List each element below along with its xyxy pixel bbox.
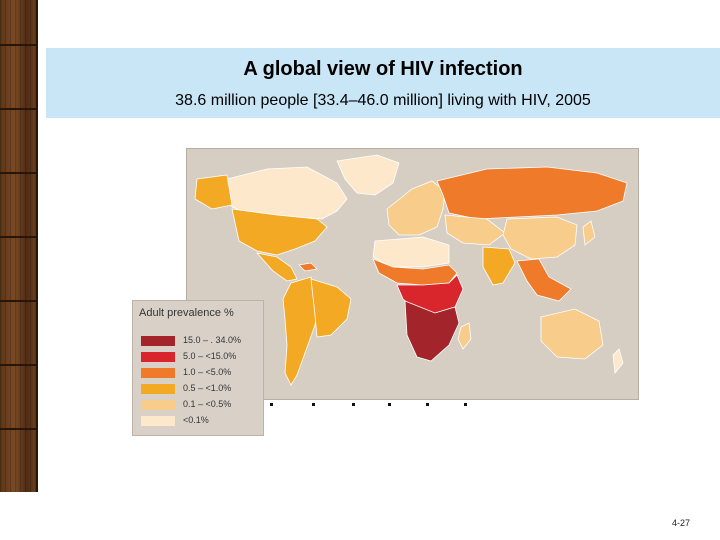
region-india (482, 246, 516, 286)
legend-label: 1.0 – <5.0% (183, 367, 232, 377)
legend-swatch (141, 400, 175, 410)
legend-swatch (141, 384, 175, 394)
region-southern-africa (404, 300, 460, 362)
dot (270, 403, 273, 406)
region-brazil (310, 278, 352, 338)
region-united-states (231, 208, 328, 256)
legend-swatch (141, 336, 175, 346)
legend-label: 15.0 – . 34.0% (183, 335, 242, 345)
decorative-dots (270, 400, 470, 410)
legend-row: <0.1% (141, 415, 261, 427)
page-number: 4-27 (672, 518, 691, 528)
region-southeast-asia (516, 258, 572, 302)
region-australia (540, 308, 604, 360)
legend-label: 5.0 – <15.0% (183, 351, 237, 361)
legend-row: 0.5 – <1.0% (141, 383, 261, 395)
region-china (502, 216, 578, 260)
legend-swatch (141, 352, 175, 362)
slide-subtitle: 38.6 million people [33.4–46.0 million] … (175, 92, 591, 109)
legend-row: 0.1 – <0.5% (141, 399, 261, 411)
legend-label: 0.5 – <1.0% (183, 383, 232, 393)
legend-title: Adult prevalence % (139, 307, 234, 319)
region-central-america (255, 252, 298, 282)
dot (352, 403, 355, 406)
world-map (186, 148, 639, 400)
slide-title: A global view of HIV infection (243, 58, 523, 80)
legend-label: 0.1 – <0.5% (183, 399, 232, 409)
region-russia (436, 166, 628, 220)
region-madagascar (457, 322, 472, 350)
dot (388, 403, 391, 406)
region-central-asia (444, 214, 506, 246)
region-greenland (336, 154, 400, 196)
dot (312, 403, 315, 406)
world-map-svg (194, 154, 628, 386)
region-caribbean (298, 262, 318, 272)
region-alaska (194, 174, 233, 210)
legend-swatch (141, 416, 175, 426)
region-europe (386, 180, 446, 236)
dot (426, 403, 429, 406)
region-north-africa (372, 236, 450, 268)
legend-swatch (141, 368, 175, 378)
region-new-zealand (612, 348, 624, 375)
legend-row: 15.0 – . 34.0% (141, 335, 261, 347)
legend: Adult prevalence % 15.0 – . 34.0% 5.0 – … (132, 300, 264, 436)
title-banner: A global view of HIV infection 38.6 mill… (46, 48, 720, 118)
legend-label: <0.1% (183, 415, 209, 425)
dot (464, 403, 467, 406)
wood-sidebar (0, 0, 38, 492)
region-japan (582, 220, 596, 246)
legend-row: 5.0 – <15.0% (141, 351, 261, 363)
legend-row: 1.0 – <5.0% (141, 367, 261, 379)
region-west-africa (372, 258, 458, 286)
